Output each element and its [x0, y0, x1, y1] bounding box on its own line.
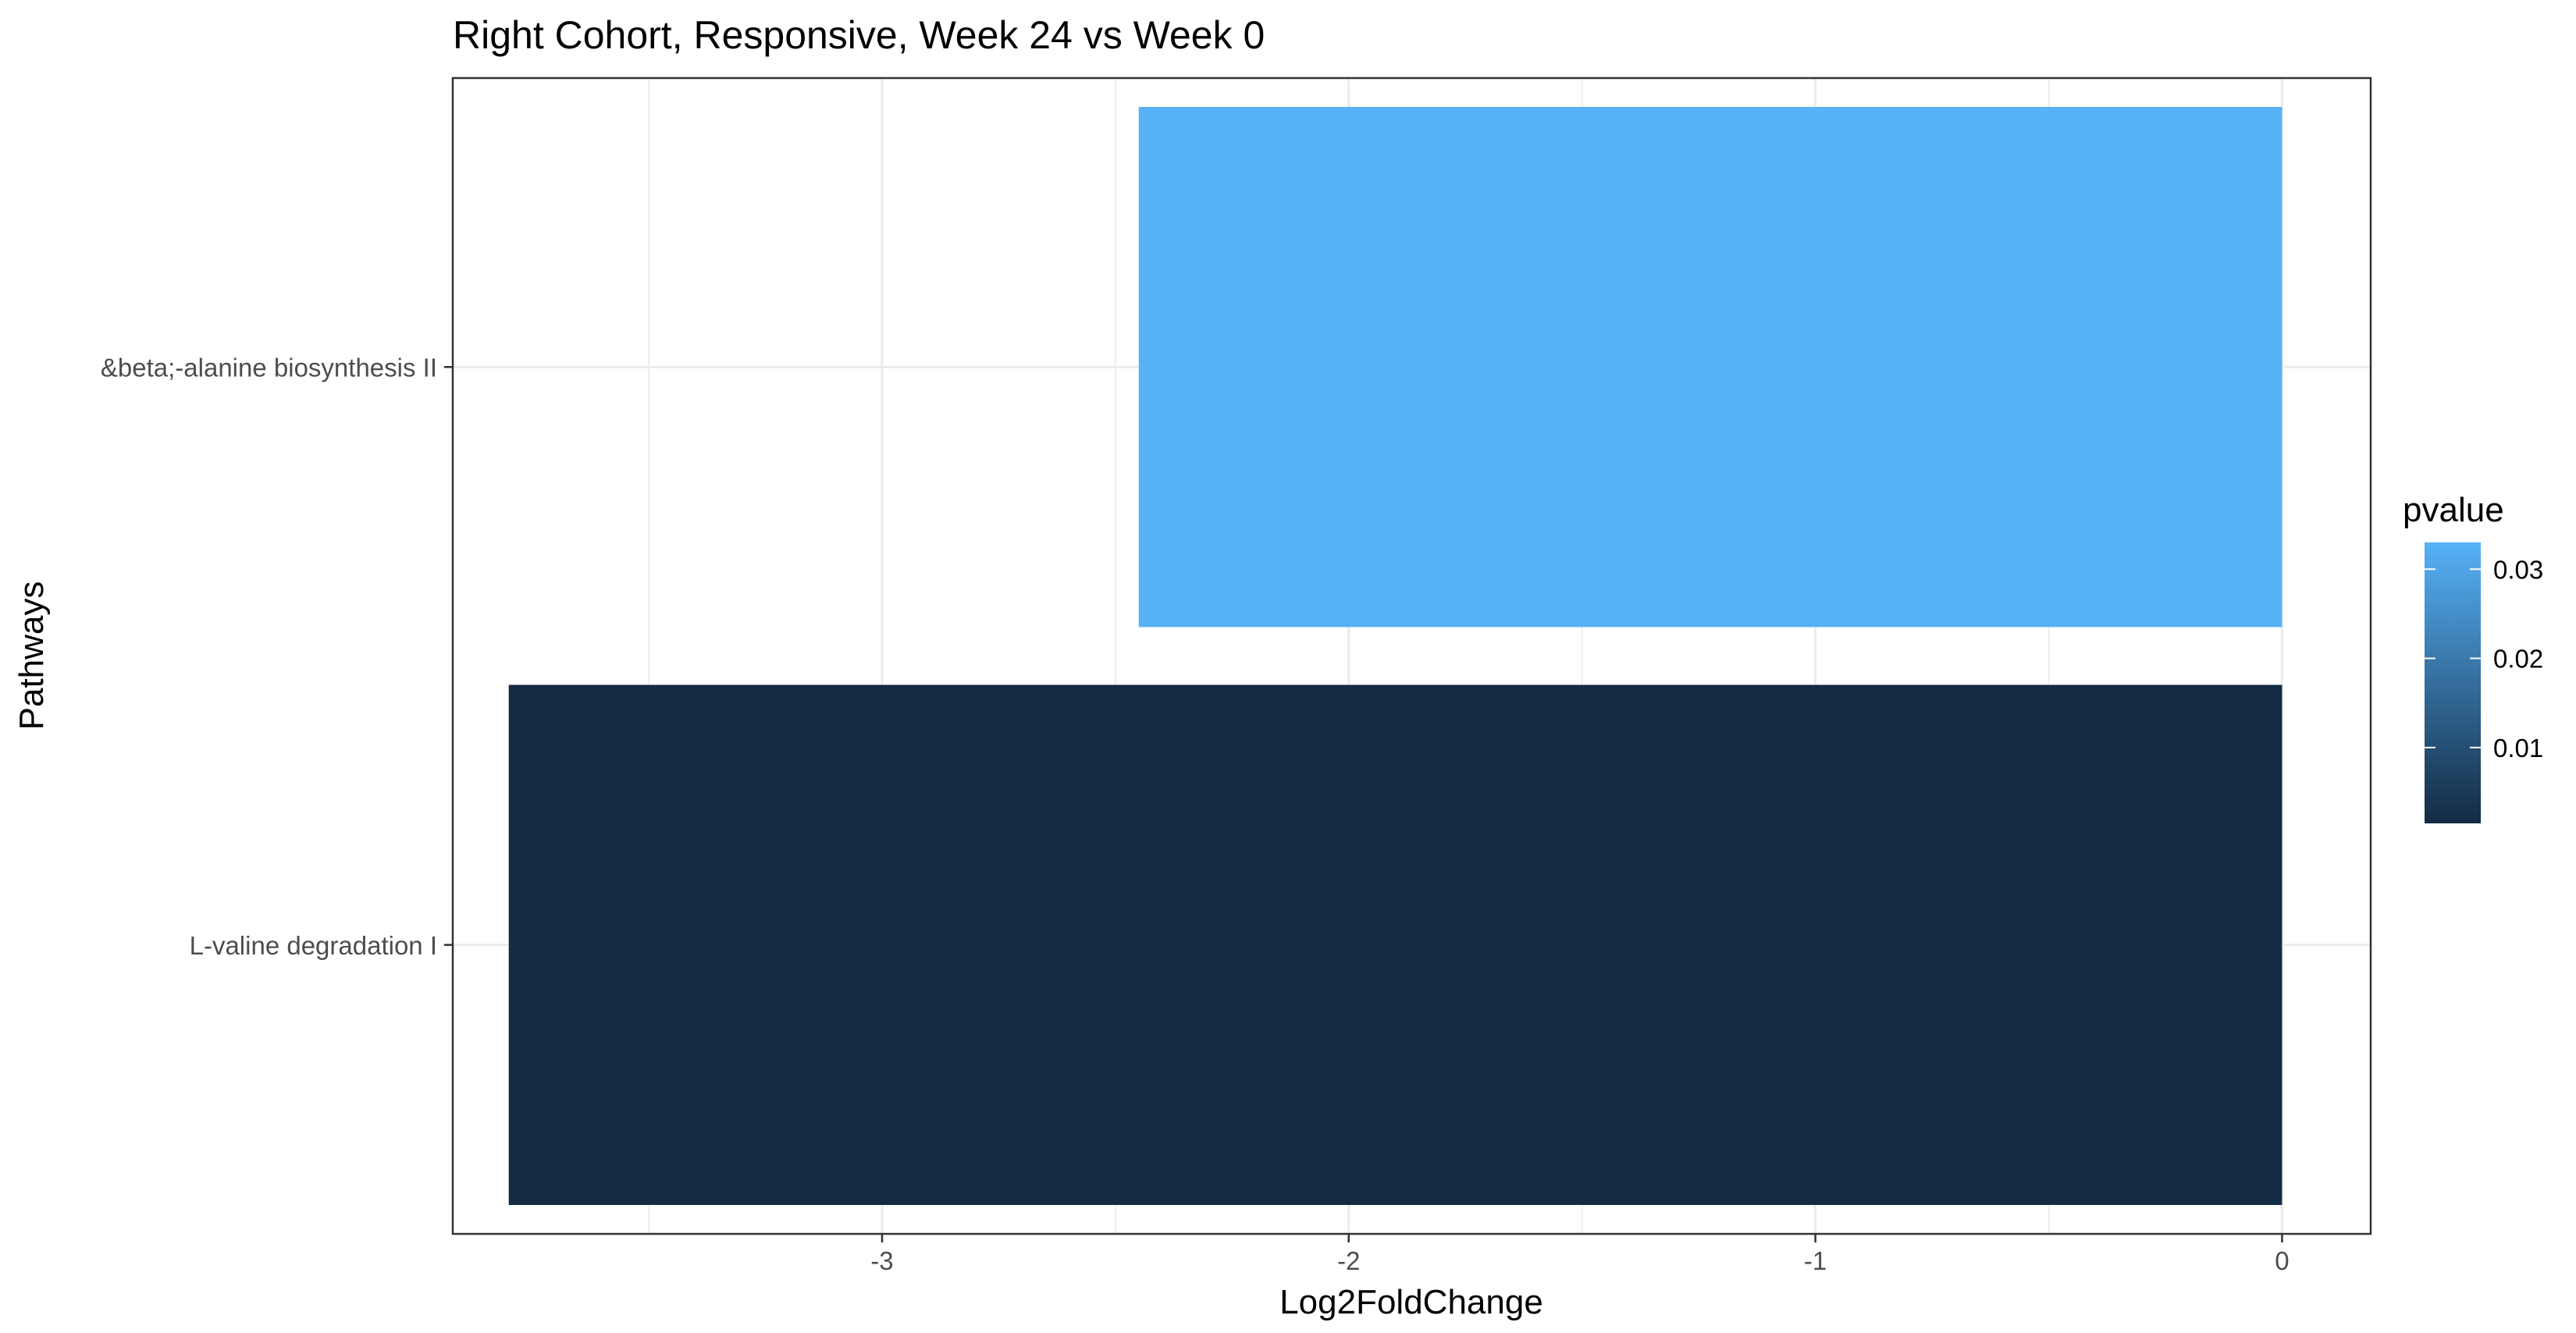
x-axis-title: Log2FoldChange — [1279, 1283, 1543, 1321]
legend-tick-label: 0.01 — [2493, 734, 2543, 762]
x-tick-label: -2 — [1337, 1246, 1360, 1275]
legend-tick-label: 0.02 — [2493, 645, 2543, 674]
legend: pvalue 0.01 0.02 0.03 — [2403, 491, 2543, 823]
y-axis: &beta;-alanine biosynthesis II L-valine d… — [101, 353, 453, 960]
bar — [1138, 107, 2282, 627]
x-tick-label: -3 — [870, 1246, 893, 1275]
bar — [508, 684, 2282, 1205]
chart-title: Right Cohort, Responsive, Week 24 vs Wee… — [453, 13, 1265, 57]
y-tick-label: L-valine degradation I — [190, 931, 437, 960]
legend-tick-label: 0.03 — [2493, 555, 2543, 584]
legend-title: pvalue — [2403, 491, 2504, 529]
x-tick-label: -1 — [1804, 1246, 1827, 1275]
plot-panel — [451, 76, 2372, 1235]
y-tick-label: &beta;-alanine biosynthesis II — [101, 353, 437, 382]
y-axis-title: Pathways — [12, 581, 51, 730]
legend-ticks: 0.01 0.02 0.03 — [2425, 555, 2543, 762]
bars — [508, 107, 2282, 1205]
panel-border — [451, 76, 2372, 1235]
x-tick-label: 0 — [2275, 1246, 2289, 1275]
x-axis: -3 -2 -1 0 — [870, 1234, 2290, 1275]
legend-colorbar — [2425, 542, 2481, 823]
